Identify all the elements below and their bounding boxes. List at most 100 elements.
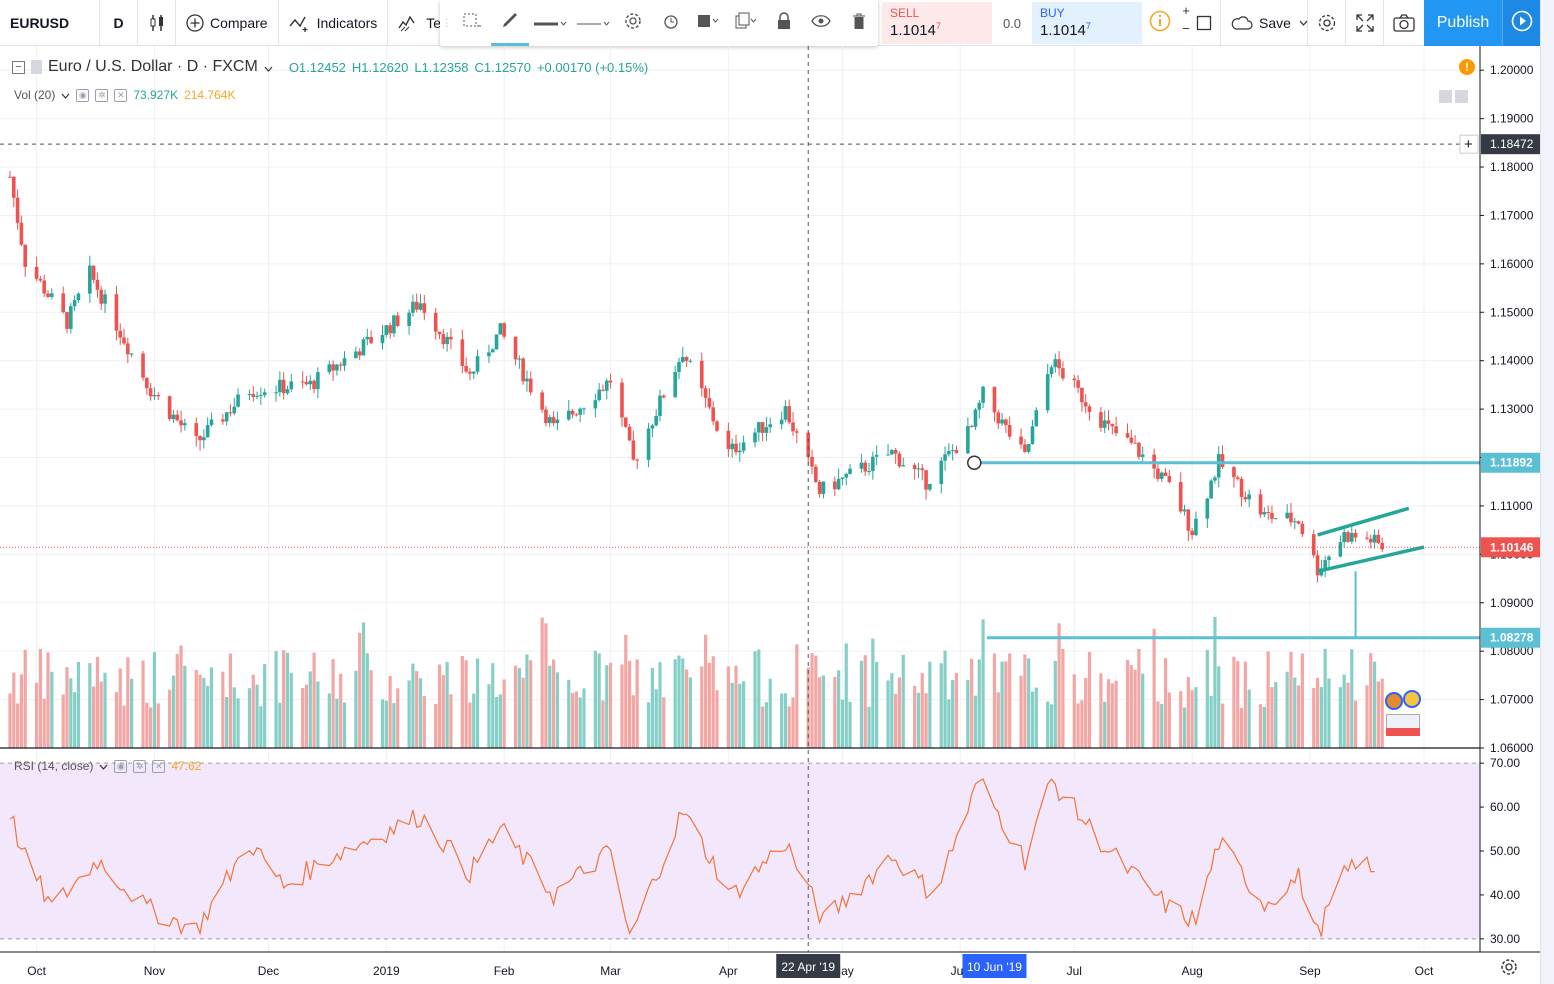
interval-button[interactable]: D	[100, 0, 138, 46]
candle-body	[1262, 512, 1267, 515]
candle-body	[1076, 380, 1080, 388]
candle-body	[623, 417, 628, 427]
volume-bar	[593, 650, 597, 748]
sell-button[interactable]: SELL 1.10147	[882, 2, 992, 44]
candle-body	[1216, 454, 1221, 478]
candle-body	[620, 382, 624, 418]
price-chart[interactable]: 1.060001.070001.080001.090001.100001.110…	[0, 46, 1540, 984]
volume-bar	[494, 697, 499, 748]
volume-label[interactable]: Vol (20)	[14, 88, 56, 102]
rsi-label[interactable]: RSI (14, close)	[14, 759, 94, 773]
decrease-icon[interactable]: −	[1182, 21, 1190, 36]
candle-body	[354, 351, 358, 359]
gear-icon[interactable]: ✲	[95, 88, 109, 102]
symbol-search[interactable]: EURUSD	[0, 0, 100, 46]
volume-bar	[236, 698, 240, 748]
eye-icon[interactable]: ◉	[76, 88, 90, 102]
volume-bar	[145, 702, 149, 748]
snapshot-button[interactable]	[1384, 0, 1424, 46]
candle-body	[1167, 475, 1172, 483]
drawings	[0, 455, 1480, 640]
templates-button[interactable]: Te	[388, 0, 451, 46]
brush-tool[interactable]	[491, 0, 529, 46]
volume-bar	[890, 673, 894, 748]
chart-area[interactable]: 1.060001.070001.080001.090001.100001.110…	[0, 46, 1540, 984]
candle-body	[308, 380, 313, 385]
candle-body	[1247, 494, 1251, 500]
volume-bar	[513, 665, 518, 748]
time-tick-label: Aug	[1181, 964, 1202, 978]
volume-bar	[970, 658, 974, 748]
volume-bar	[654, 689, 658, 748]
volume-bar	[1087, 652, 1092, 748]
candle-body	[15, 197, 20, 223]
eye-icon[interactable]: ◉	[114, 759, 128, 773]
candle-body	[1349, 532, 1354, 542]
candle-body	[145, 377, 149, 389]
alert-tool[interactable]	[652, 0, 690, 46]
volume-bar	[209, 667, 214, 748]
candle-body	[1289, 512, 1293, 523]
pane-down-icon[interactable]	[1455, 90, 1468, 103]
layout-button[interactable]	[1188, 0, 1220, 46]
volume-bar	[529, 660, 533, 748]
delete-tool[interactable]	[840, 0, 878, 46]
volume-bar	[673, 659, 677, 748]
volume-bar	[122, 705, 126, 748]
close-icon[interactable]: ✕	[114, 88, 128, 102]
increase-icon[interactable]: +	[1182, 3, 1190, 18]
volume-bar	[415, 671, 419, 748]
template-tool[interactable]	[689, 0, 727, 46]
close-icon[interactable]: ✕	[152, 759, 166, 773]
trade-info-button[interactable]	[1142, 2, 1178, 44]
selection-tool[interactable]	[454, 0, 492, 46]
gear-icon[interactable]: ✲	[133, 759, 147, 773]
collapse-icon[interactable]: −	[12, 60, 25, 74]
line-style-tool[interactable]	[571, 0, 614, 46]
candle-body	[50, 293, 54, 297]
volume-bar	[924, 693, 928, 748]
chevron-down-icon[interactable]	[264, 60, 273, 75]
candle-body	[566, 410, 571, 420]
volume-bar	[757, 649, 761, 748]
candle-body	[593, 400, 598, 409]
drawbar-handle[interactable]: ⋮	[441, 17, 452, 29]
candle-body	[255, 395, 259, 397]
lock-tool[interactable]	[765, 0, 803, 46]
volume-bar	[274, 651, 278, 748]
volume-bar	[601, 700, 605, 748]
settings-button[interactable]	[1308, 0, 1346, 46]
chevron-down-icon[interactable]	[99, 759, 108, 773]
candle-body	[1159, 472, 1164, 479]
volume-bar	[99, 681, 103, 748]
drawing-settings-tool[interactable]	[614, 0, 652, 46]
chart-settings-button[interactable]	[1500, 958, 1518, 981]
warning-icon[interactable]: !	[1459, 59, 1475, 75]
volume-bar	[1103, 701, 1107, 748]
candle-body	[395, 315, 400, 327]
candle-body	[726, 430, 731, 450]
visibility-tool[interactable]	[803, 0, 841, 46]
chevron-down-icon[interactable]	[61, 88, 70, 102]
axes: 1.060001.070001.080001.090001.100001.110…	[0, 46, 1540, 978]
candle-body	[1030, 426, 1035, 444]
right-sidebar-strip	[1540, 0, 1554, 984]
quantity-stepper[interactable]: + −	[1178, 2, 1194, 44]
pane-up-icon[interactable]	[1439, 90, 1452, 103]
candle-body	[673, 372, 677, 398]
save-button[interactable]: Save	[1220, 0, 1308, 46]
fullscreen-button[interactable]	[1346, 0, 1384, 46]
line-width-tool[interactable]	[529, 0, 572, 46]
buy-button[interactable]: BUY 1.10147	[1032, 2, 1142, 44]
publish-button[interactable]: Publish	[1424, 0, 1502, 46]
volume-bar	[875, 661, 879, 748]
clone-tool[interactable]	[727, 0, 765, 46]
chart-type-button[interactable]	[138, 0, 176, 46]
volume-bar	[730, 682, 734, 748]
volume-bar	[951, 680, 955, 748]
candle-body	[198, 435, 202, 441]
replay-button[interactable]	[1502, 0, 1540, 46]
volume-bar	[1319, 686, 1323, 748]
indicators-button[interactable]: Indicators	[279, 0, 389, 46]
compare-button[interactable]: Compare	[176, 0, 279, 46]
